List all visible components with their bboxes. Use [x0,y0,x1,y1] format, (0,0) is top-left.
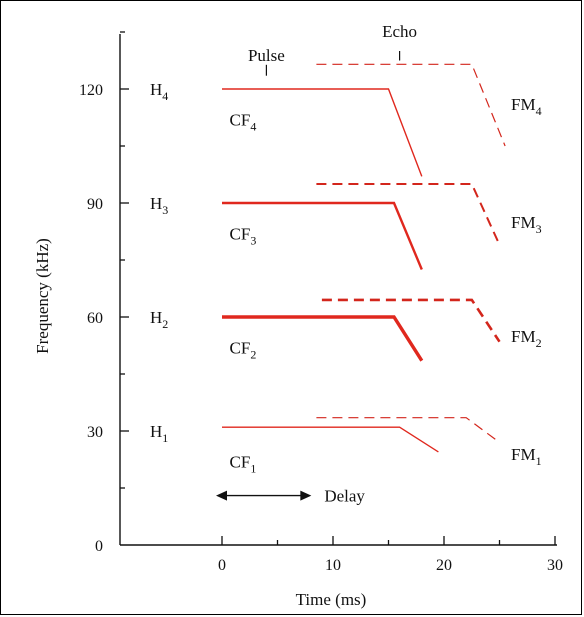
x-tick-label: 0 [218,557,226,574]
cf-label-4: CF4 [230,110,257,133]
series-fm1 [316,417,500,443]
fm-label-3: FM3 [511,213,542,236]
y-tick-label: 120 [79,82,103,99]
harmonic-label-h1: H1 [150,422,168,445]
y-tick-label: 30 [87,424,103,441]
series-cf2 [222,315,424,362]
y-tick-label: 90 [87,196,103,213]
cf-label-3: CF3 [230,224,257,247]
labels-group: H4 H3 H2 H1 CF4 CF3 CF2 CF1 FM4 FM3 FM2 FM1 Pulse Ech… [150,22,542,506]
x-axis-label: Time (ms) [296,590,367,609]
series-fm4 [316,63,506,147]
y-axis-label: Frequency (kHz) [33,238,52,354]
cf-label-2: CF2 [230,338,257,361]
x-tick-label: 20 [436,557,452,574]
harmonic-label-h3: H3 [150,194,168,217]
harmonic-label-h4: H4 [150,80,168,103]
y-tick-label: 60 [87,310,103,327]
series-cf1 [222,426,439,453]
delay-label: Delay [324,487,365,506]
x-tick-label: 10 [325,557,341,574]
series-cf4 [222,88,423,177]
fm-label-4: FM4 [511,95,542,118]
series-fm3 [316,183,501,246]
echo-label: Echo [382,22,417,41]
y-tick-label: 0 [95,538,103,555]
fm-label-1: FM1 [511,445,542,468]
fm-label-2: FM2 [511,327,542,350]
cf-label-1: CF1 [230,452,257,475]
delay-arrow-right-head [300,490,312,501]
x-tick-label: 30 [547,557,563,574]
series-fm2 [321,298,501,343]
harmonic-label-h2: H2 [150,308,168,331]
pulse-label: Pulse [248,46,285,65]
axes: 0 30 60 90 120 0 10 20 30 [79,31,563,574]
series-group [222,63,506,453]
series-cf3 [222,201,423,270]
delay-arrow-left-head [216,490,227,501]
